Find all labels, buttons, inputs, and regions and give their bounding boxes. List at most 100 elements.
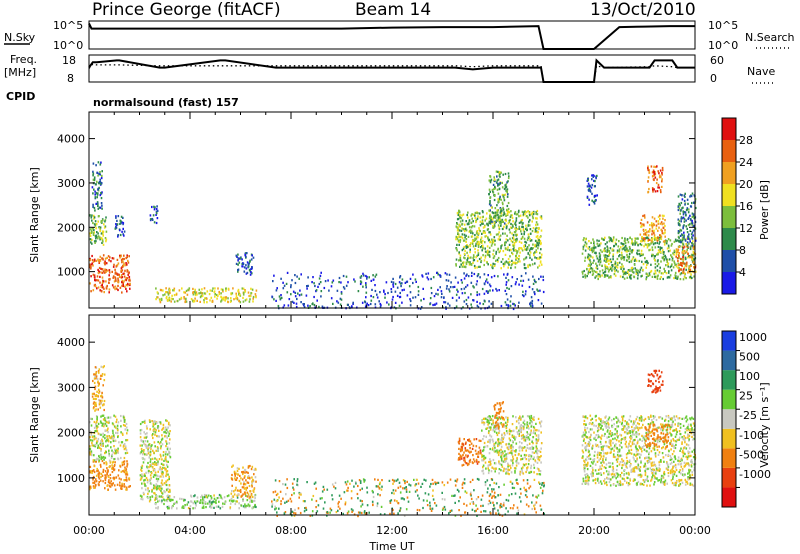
range-tick-label: 3000 [57,381,85,394]
cpid-program: normalsound (fast) 157 [93,96,239,109]
station-title: Prince George (fitACF) [92,0,281,20]
power-swatch [722,162,736,184]
velocity-swatch [722,331,736,351]
noise-sky-line [88,23,695,50]
power-echo-region [677,192,697,247]
freq-label: Freq. [10,53,37,66]
freq-panel: Freq. [MHz] 18 8 60 0 Nave [4,53,776,85]
power-echo-region [91,161,103,212]
velocity-echo-region [154,493,257,510]
range-tick-label: 1000 [57,472,85,485]
time-tick-label: 00:00 [73,524,105,537]
power-echo-region [639,214,666,243]
power-range-ticks: 1000 2000 3000 4000 [57,133,695,279]
velocity-colorbar-tick: -25 [739,409,757,422]
noise-search-label: N.Search [745,31,795,44]
power-swatch [722,206,736,228]
velocity-echo-region [647,369,664,394]
freq-right-tick-top: 60 [710,54,724,67]
velocity-swatch [722,409,736,429]
power-range-axis-label: Slant Range [km] [28,167,41,263]
velocity-echo-region [271,477,545,518]
time-tick-label: 12:00 [376,524,408,537]
time-axis-label: Time UT [368,540,414,553]
power-echo-region [155,287,258,304]
beam-title: Beam 14 [355,0,431,20]
noise-panel: N.Sky 10^5 10^0 10^5 10^0 N.Search [4,19,795,52]
range-tick-label: 1000 [57,266,85,279]
range-tick-label: 4000 [57,336,85,349]
velocity-swatch [722,350,736,371]
velocity-echo-region [581,414,697,487]
time-tick-label: 04:00 [174,524,206,537]
velocity-echo-region [91,365,106,412]
power-colorbar-tick: 20 [739,178,753,191]
power-colorbar-tick: 12 [739,222,753,235]
freq-unit-label: [MHz] [4,66,36,79]
velocity-colorbar-tick: 100 [739,370,760,383]
power-echo-region [149,205,159,225]
velocity-swatch [722,467,736,488]
noise-sky-label: N.Sky [4,31,36,44]
velocity-echo-layer [89,365,697,518]
velocity-colorbar: 1000 500 100 25 -25 -100 -500 -1000 [721,330,771,508]
power-echo-region [455,209,543,270]
power-colorbar-tick: 28 [739,134,753,147]
velocity-range-ticks: 1000 2000 3000 4000 [57,336,695,485]
velocity-swatch [722,389,736,410]
velocity-echo-region [493,401,505,430]
power-echo-region [114,215,126,238]
power-colorbar-tick: 8 [739,244,746,257]
time-tick-label: 00:00 [679,524,711,537]
power-echo-region [488,170,510,225]
range-tick-label: 2000 [57,427,85,440]
noise-right-tick-bottom: 10^0 [708,39,738,52]
velocity-echo-region [89,414,129,462]
velocity-swatch [722,370,736,390]
power-swatch [722,184,736,206]
noise-right-tick-top: 10^5 [708,19,738,32]
velocity-colorbar-tick: -1000 [739,468,771,481]
time-tick-label: 20:00 [578,524,610,537]
range-tick-label: 3000 [57,177,85,190]
velocity-echo-region [230,464,257,499]
nave-label: Nave [747,65,775,78]
freq-left-tick-bottom: 8 [67,72,74,85]
velocity-time-ticks [88,315,696,515]
velocity-range-axis-label: Slant Range [km] [28,367,41,463]
nave-line [88,63,695,83]
power-colorbar-label: Power [dB] [758,180,771,240]
power-colorbar-tick: 4 [739,266,746,279]
freq-line [88,58,695,83]
power-echo-region [89,214,108,246]
power-colorbar: 4 8 12 16 20 24 28 [721,117,753,295]
velocity-echo-region [481,414,543,476]
freq-right-tick-bottom: 0 [710,72,717,85]
time-tick-label: 16:00 [477,524,509,537]
velocity-colorbar-tick: -100 [739,429,764,442]
power-echo-layer [89,161,697,311]
velocity-swatch [722,487,736,507]
power-swatch [722,250,736,272]
power-echo-region [89,254,131,294]
power-echo-region [581,236,697,281]
power-swatch [722,118,736,140]
velocity-echo-region [457,437,482,467]
velocity-colorbar-tick: 25 [739,390,753,403]
power-swatch [722,228,736,250]
date-title: 13/Oct/2010 [590,0,696,20]
cpid-label: CPID [6,90,35,103]
velocity-swatch [722,448,736,468]
range-tick-label: 4000 [57,133,85,146]
power-panel: 1000 2000 3000 4000 Slant Range [km] [28,111,697,311]
power-time-ticks [88,112,696,308]
power-echo-region [647,165,664,194]
power-colorbar-tick: 16 [739,200,753,213]
velocity-swatch [722,428,736,449]
velocity-panel: 1000 2000 3000 4000 Slant Range [km] [28,314,697,518]
power-echo-region [235,252,255,276]
time-axis-labels: 00:00 04:00 08:00 12:00 16:00 20:00 00:00 [73,524,711,537]
range-tick-label: 2000 [57,221,85,234]
velocity-colorbar-label: Velocity [m s⁻¹] [758,382,771,467]
